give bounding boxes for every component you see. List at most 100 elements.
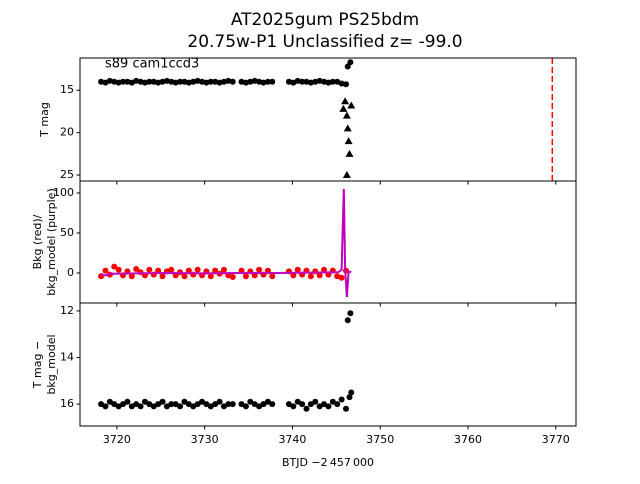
data-point: [347, 310, 354, 317]
data-point: [203, 401, 210, 408]
data-point: [342, 405, 349, 412]
data-point: [269, 78, 276, 85]
y-tick-label: 20: [60, 126, 74, 139]
title: AT2025gum PS25bdm: [231, 10, 419, 30]
data-point: [299, 401, 306, 408]
data-point: [146, 266, 153, 273]
upper-limit: [344, 137, 353, 145]
data-point: [346, 394, 353, 401]
data-point: [181, 398, 188, 405]
x-tick-label: 3760: [454, 433, 482, 446]
y-axis-label-line: bkg_model (purple): [45, 188, 58, 295]
data-point: [342, 81, 349, 88]
data-point: [212, 267, 219, 274]
data-point: [207, 78, 214, 85]
data-point: [102, 403, 109, 410]
data-point: [159, 398, 166, 405]
model-line: [100, 188, 352, 298]
data-point: [338, 396, 345, 403]
data-point: [347, 59, 354, 66]
data-point: [190, 403, 197, 410]
data-point: [321, 401, 328, 408]
data-point: [159, 273, 166, 280]
data-point: [194, 401, 201, 408]
data-point: [285, 401, 292, 408]
y-axis-label: Bkg (red)/bkg_model (purple): [31, 188, 58, 295]
data-point: [137, 403, 144, 410]
y-tick-label: 25: [60, 168, 74, 181]
data-point: [111, 263, 118, 270]
plot-area: [98, 310, 355, 412]
data-point: [168, 401, 175, 408]
upper-limit: [342, 111, 351, 119]
data-point: [264, 78, 271, 85]
data-point: [115, 266, 122, 273]
data-point: [194, 266, 201, 273]
data-point: [212, 401, 219, 408]
data-point: [312, 398, 319, 405]
data-point: [269, 401, 276, 408]
data-point: [133, 266, 140, 272]
data-point: [256, 266, 263, 273]
x-tick-label: 3750: [366, 433, 394, 446]
data-point: [120, 78, 127, 85]
data-point: [329, 398, 336, 405]
data-point: [102, 267, 109, 274]
y-tick-label: 15: [60, 83, 74, 96]
upper-limit: [345, 149, 354, 157]
data-point: [120, 401, 127, 408]
data-point: [155, 401, 162, 408]
upper-limit: [343, 124, 352, 132]
data-point: [316, 272, 323, 279]
y-axis-label-line: Bkg (red)/: [31, 214, 44, 269]
data-point: [329, 78, 336, 85]
data-point: [207, 273, 214, 280]
data-point: [220, 403, 227, 410]
data-point: [251, 401, 258, 408]
data-point: [338, 274, 345, 281]
data-point: [133, 401, 140, 408]
data-point: [325, 403, 332, 410]
data-point: [260, 401, 267, 408]
data-point: [141, 398, 148, 405]
data-point: [177, 78, 184, 85]
y-axis-label: T mag −bkg_model: [31, 334, 58, 394]
data-point: [303, 405, 310, 412]
data-point: [199, 398, 206, 405]
x-tick-label: 3730: [191, 433, 219, 446]
data-point: [177, 403, 184, 410]
y-axis-label-line: T mag: [38, 102, 51, 138]
data-point: [220, 266, 227, 273]
y-tick-label: 0: [67, 266, 74, 279]
data-point: [150, 403, 157, 410]
data-point: [294, 266, 301, 273]
data-point: [163, 403, 170, 410]
data-point: [128, 403, 135, 410]
y-axis-label-line: bkg_model: [45, 334, 58, 394]
data-point: [247, 398, 254, 405]
data-point: [229, 401, 236, 408]
y-tick-label: 100: [53, 186, 74, 199]
data-point: [299, 78, 306, 85]
data-point: [128, 273, 135, 280]
data-point: [106, 398, 113, 405]
data-point: [146, 78, 153, 85]
y-tick-label: 14: [60, 351, 74, 364]
x-tick-label: 3770: [542, 433, 570, 446]
data-point: [290, 272, 297, 279]
data-point: [321, 266, 328, 273]
data-point: [98, 401, 105, 408]
x-tick-label: 3720: [103, 433, 131, 446]
y-tick-label: 50: [60, 226, 74, 239]
x-tick-label: 3740: [278, 433, 306, 446]
data-point: [185, 401, 192, 408]
data-point: [155, 267, 162, 274]
plot-area: [98, 188, 352, 298]
data-point: [111, 401, 118, 408]
data-point: [269, 273, 276, 280]
data-point: [242, 403, 249, 410]
axes-frame: [79, 302, 577, 427]
data-point: [307, 273, 314, 280]
upper-limit: [347, 101, 356, 109]
